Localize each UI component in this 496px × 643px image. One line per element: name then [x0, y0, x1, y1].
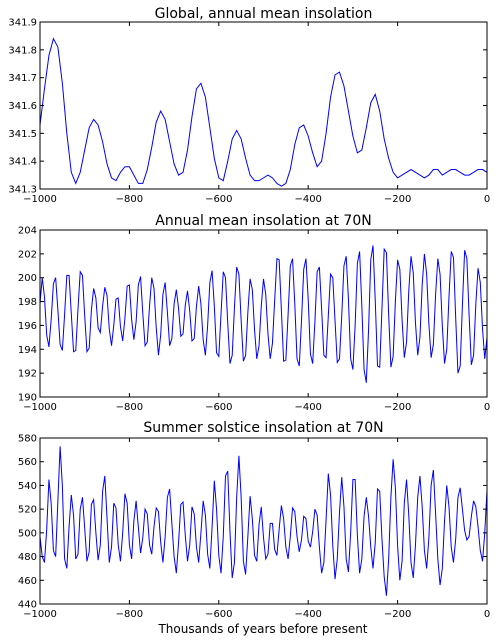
x-tick-label: −800: [116, 194, 143, 205]
series-line-0: [39, 446, 488, 596]
x-tick-label: 0: [484, 609, 490, 620]
chart-title: Annual mean insolation at 70N: [155, 213, 371, 229]
y-tick-label: 540: [18, 481, 37, 492]
x-tick-label: −1000: [23, 402, 57, 413]
x-tick-label: −200: [384, 609, 411, 620]
x-tick-label: −200: [384, 402, 411, 413]
x-tick-label: −1000: [23, 609, 57, 620]
y-tick-label: 341.8: [8, 45, 37, 56]
x-axis-label: Thousands of years before present: [157, 622, 367, 636]
y-tick-label: 202: [18, 249, 37, 260]
x-tick-label: −1000: [23, 194, 57, 205]
y-tick-label: 480: [18, 552, 37, 563]
global-insolation-panel: −1000 −800 −600 −400 −200 0 341.3 341.4 341.5 341…: [8, 6, 490, 205]
y-tick-label: 200: [18, 273, 37, 284]
x-tick-label: −200: [384, 194, 411, 205]
y-tick-label: 341.5: [8, 129, 37, 140]
y-tick-label: 341.7: [8, 73, 37, 84]
y-tick-label: 341.4: [8, 157, 37, 168]
x-tick-label: −800: [116, 402, 143, 413]
plot-frame: [39, 437, 488, 605]
x-tick-label: −600: [205, 402, 232, 413]
x-tick-label: −600: [205, 194, 232, 205]
x-tick-label: −400: [294, 609, 321, 620]
summer-solstice-70n-panel: −1000 −800 −600 −400 −200 0 440 460 480 500 520 540…: [18, 420, 490, 620]
y-tick-label: 580: [18, 434, 37, 445]
y-tick-label: 204: [18, 226, 37, 237]
plot-frame: [39, 229, 488, 398]
y-tick-label: 341.9: [8, 18, 37, 29]
series-line-0: [39, 245, 488, 383]
series-line-0: [39, 37, 488, 187]
y-tick-label: 192: [18, 369, 37, 380]
y-tick-label: 440: [18, 600, 37, 611]
chart-title: Global, annual mean insolation: [155, 6, 373, 22]
y-tick-label: 198: [18, 297, 37, 308]
y-tick-label: 560: [18, 457, 37, 468]
y-tick-label: 500: [18, 528, 37, 539]
x-tick-label: 0: [484, 402, 490, 413]
y-tick-label: 341.6: [8, 101, 37, 112]
annual-70n-insolation-panel: −1000 −800 −600 −400 −200 0 190 192 194 196 198 200…: [18, 213, 490, 413]
chart-title: Summer solstice insolation at 70N: [143, 420, 383, 436]
x-tick-label: −800: [116, 609, 143, 620]
x-tick-label: −400: [294, 194, 321, 205]
x-tick-label: −600: [205, 609, 232, 620]
y-tick-label: 190: [18, 393, 37, 404]
x-tick-label: −400: [294, 402, 321, 413]
y-tick-label: 196: [18, 321, 37, 332]
x-tick-label: 0: [484, 194, 490, 205]
y-tick-label: 460: [18, 576, 37, 587]
y-tick-label: 194: [18, 345, 37, 356]
y-tick-label: 341.3: [8, 185, 37, 196]
y-tick-label: 520: [18, 505, 37, 516]
